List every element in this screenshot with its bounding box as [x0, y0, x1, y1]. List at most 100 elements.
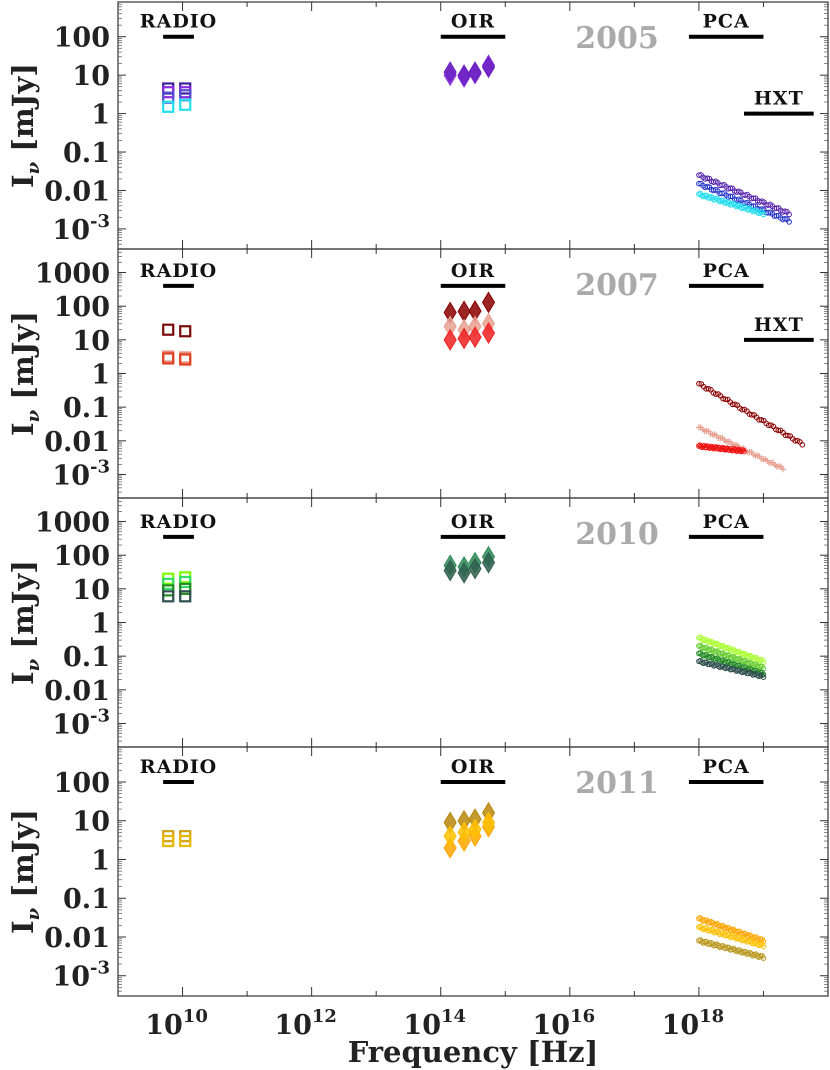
- oir-point: [468, 326, 482, 349]
- year-label: 2005: [575, 21, 659, 56]
- x-tick-label: 1014: [403, 1006, 466, 1041]
- radio-point: [162, 100, 175, 113]
- band-label: HXT: [754, 88, 804, 110]
- band-label: OIR: [451, 756, 495, 778]
- xray-point: [712, 391, 719, 397]
- band-label: OIR: [451, 11, 495, 33]
- band-label: RADIO: [140, 11, 217, 33]
- band-label: OIR: [451, 511, 495, 533]
- y-axis-title: Iν [mJy]: [6, 560, 44, 685]
- oir-point: [468, 61, 482, 84]
- xray-point: [730, 646, 737, 653]
- radio-point: [162, 323, 175, 336]
- xray-point: [747, 659, 753, 666]
- xray-point: [730, 200, 737, 207]
- radio-point: [162, 352, 175, 365]
- band-label: PCA: [703, 511, 750, 533]
- oir-point: [443, 61, 457, 84]
- xray-point: [714, 941, 720, 947]
- xray-point: [786, 211, 792, 218]
- y-tick-label: 0.1: [63, 393, 110, 424]
- radio-point: [162, 577, 175, 591]
- y-tick-label: 10-3: [52, 211, 110, 246]
- oir-point: [481, 291, 496, 314]
- y-tick-label: 1000: [35, 508, 110, 539]
- y-tick-label: 100: [54, 541, 110, 572]
- xray-point: [747, 652, 753, 659]
- y-tick-label: 0.1: [63, 884, 110, 915]
- radio-point: [162, 590, 175, 603]
- radio-point: [179, 582, 192, 595]
- y-tick-label: 0.1: [63, 642, 110, 673]
- xray-point: [730, 933, 737, 939]
- y-tick-label: 0.01: [44, 923, 110, 954]
- oir-point: [468, 557, 482, 580]
- y-tick-label: 0.01: [44, 427, 110, 458]
- xray-point: [750, 195, 757, 201]
- radio-point: [179, 575, 192, 589]
- y-axis-title: Iν [mJy]: [6, 809, 44, 934]
- oir-point: [443, 825, 457, 848]
- xray-point: [775, 427, 782, 434]
- xray-point: [722, 396, 729, 403]
- radio-point: [179, 98, 192, 111]
- x-tick-label: 1010: [145, 1006, 208, 1041]
- xray-point: [758, 417, 765, 423]
- y-axis-title: Iν [mJy]: [6, 311, 44, 436]
- y-tick-label: 1000: [35, 259, 110, 290]
- y-tick-label: 0.01: [44, 676, 110, 707]
- xray-point: [739, 406, 745, 413]
- year-label: 2011: [575, 766, 659, 801]
- xray-point: [723, 925, 729, 932]
- y-tick-label: 10: [72, 326, 110, 357]
- xray-point: [786, 219, 792, 225]
- xray-point: [747, 937, 753, 944]
- y-tick-label: 10-3: [52, 705, 110, 740]
- radio-point: [179, 86, 192, 99]
- xray-point: [773, 212, 780, 219]
- panel-2011: 100 10 1 0.1 0.01 10-3Iν [mJy] 2011 RADIO OIR PCA: [6, 746, 829, 997]
- band-label: HXT: [754, 314, 804, 336]
- oir-point: [457, 64, 471, 87]
- y-tick-label: 100: [54, 23, 110, 54]
- xray-point: [745, 938, 752, 945]
- xray-point: [760, 955, 767, 961]
- x-tick-label: 1012: [274, 1006, 337, 1041]
- oir-point: [457, 821, 471, 844]
- xray-point: [799, 442, 806, 448]
- xray-point: [714, 640, 720, 647]
- oir-point: [468, 818, 482, 841]
- xray-point: [773, 205, 780, 211]
- band-label: PCA: [703, 260, 750, 282]
- band-label: PCA: [703, 11, 750, 33]
- xray-point: [696, 380, 702, 387]
- band-label: RADIO: [140, 511, 217, 533]
- y-tick-label: 10-3: [52, 456, 110, 491]
- y-tick-label: 1: [91, 609, 110, 640]
- xray-point: [714, 655, 720, 661]
- xray-point: [714, 648, 720, 654]
- oir-point: [481, 322, 496, 344]
- band-label: OIR: [451, 260, 495, 282]
- xray-point: [741, 448, 747, 455]
- xray-point: [779, 466, 786, 473]
- oir-point: [443, 836, 457, 859]
- xray-point: [745, 206, 752, 213]
- x-tick-label: 1016: [532, 1006, 595, 1041]
- year-label: 2007: [575, 268, 659, 303]
- band-label: PCA: [703, 756, 750, 778]
- oir-point: [481, 811, 496, 834]
- xray-point: [760, 211, 767, 218]
- xray-point: [747, 665, 753, 672]
- y-tick-label: 1: [91, 100, 110, 131]
- panel-2005: 100 10 1 0.1 0.01 10-3Iν [mJy] 2005 RADIO OIR PCA…: [6, 1, 829, 250]
- xray-point: [730, 926, 737, 933]
- oir-point: [443, 328, 457, 351]
- xray-point: [730, 653, 737, 660]
- y-tick-label: 10: [72, 807, 110, 838]
- radio-point: [162, 834, 175, 848]
- x-tick-label: 1018: [662, 1006, 725, 1041]
- y-axis-title: Iν [mJy]: [6, 63, 44, 188]
- xray-point: [760, 943, 767, 950]
